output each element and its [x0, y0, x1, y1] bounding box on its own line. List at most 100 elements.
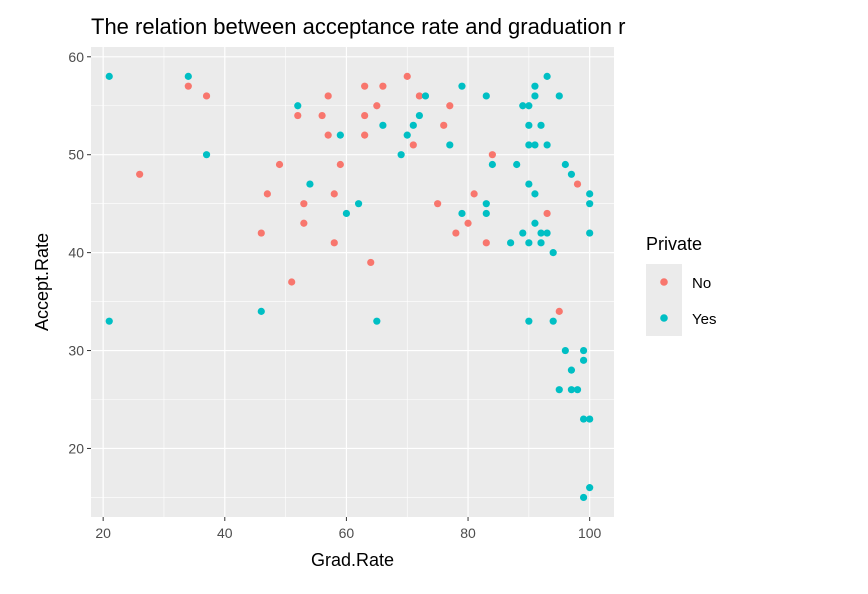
- y-tick-label: 20: [68, 440, 84, 456]
- point-yes: [336, 131, 344, 139]
- point-yes: [379, 121, 387, 129]
- point-no: [288, 278, 296, 286]
- point-no: [361, 111, 369, 120]
- point-yes: [531, 82, 539, 90]
- x-tick-label: 80: [460, 525, 476, 541]
- point-no: [488, 151, 496, 159]
- point-yes: [409, 121, 417, 129]
- point-yes: [573, 386, 582, 394]
- point-yes: [586, 190, 594, 198]
- point-yes: [549, 317, 557, 325]
- point-no: [263, 190, 271, 198]
- point-yes: [513, 160, 521, 169]
- data-points: [105, 72, 594, 502]
- point-yes: [342, 209, 351, 218]
- series-no: [136, 72, 582, 315]
- point-yes: [579, 356, 588, 364]
- point-yes: [482, 200, 490, 208]
- x-tick-label: 40: [217, 525, 233, 541]
- point-yes: [525, 102, 533, 110]
- point-yes: [525, 317, 533, 325]
- point-no: [464, 219, 472, 227]
- point-yes: [354, 200, 363, 208]
- point-yes: [567, 170, 576, 178]
- point-yes: [537, 121, 545, 129]
- legend-key-yes: [660, 314, 668, 322]
- legend: Private No Yes: [646, 234, 716, 336]
- point-no: [379, 82, 387, 90]
- legend-label-yes: Yes: [692, 311, 716, 328]
- point-yes: [579, 415, 588, 423]
- legend-label-no: No: [692, 275, 711, 292]
- x-tick-label: 20: [95, 525, 111, 541]
- point-yes: [531, 141, 539, 149]
- point-yes: [561, 160, 569, 169]
- point-yes: [488, 160, 496, 169]
- point-yes: [482, 209, 490, 218]
- point-yes: [586, 229, 594, 237]
- point-no: [300, 200, 308, 208]
- point-yes: [482, 92, 490, 100]
- point-no: [361, 82, 369, 90]
- major-gridlines: [91, 47, 614, 517]
- point-yes: [403, 131, 411, 139]
- point-no: [415, 92, 423, 100]
- point-no: [136, 170, 144, 178]
- point-no: [573, 180, 582, 188]
- point-yes: [257, 307, 265, 315]
- point-yes: [525, 180, 533, 188]
- x-axis-title: Grad.Rate: [311, 550, 394, 570]
- y-tick-label: 40: [68, 245, 84, 261]
- point-no: [367, 258, 375, 267]
- point-yes: [543, 72, 551, 80]
- point-yes: [579, 346, 588, 355]
- point-yes: [519, 102, 527, 110]
- point-yes: [537, 239, 545, 247]
- point-no: [294, 111, 302, 120]
- point-yes: [586, 415, 594, 423]
- point-yes: [579, 493, 588, 502]
- point-yes: [543, 229, 551, 237]
- point-yes: [202, 151, 211, 159]
- x-tick-label: 100: [578, 525, 602, 541]
- point-yes: [555, 386, 563, 394]
- x-tick-label: 60: [339, 525, 355, 541]
- point-yes: [543, 141, 551, 149]
- point-yes: [586, 200, 594, 208]
- y-axis-title: Accept.Rate: [32, 233, 52, 331]
- y-tick-label: 30: [68, 343, 84, 359]
- point-yes: [525, 239, 533, 247]
- point-no: [446, 102, 454, 110]
- point-no: [555, 307, 563, 315]
- point-yes: [306, 180, 314, 188]
- y-tick-label: 50: [68, 147, 84, 163]
- point-yes: [549, 249, 557, 257]
- point-no: [324, 92, 332, 100]
- point-no: [336, 160, 344, 169]
- point-no: [543, 209, 551, 218]
- point-no: [330, 239, 338, 247]
- point-yes: [531, 92, 539, 100]
- point-yes: [561, 346, 569, 355]
- point-no: [361, 131, 369, 139]
- point-yes: [531, 190, 539, 198]
- point-yes: [519, 229, 527, 237]
- point-no: [300, 219, 308, 227]
- point-yes: [105, 317, 113, 325]
- chart-title: The relation between acceptance rate and…: [91, 14, 625, 39]
- point-yes: [397, 151, 405, 159]
- point-yes: [567, 366, 576, 374]
- point-no: [452, 229, 460, 237]
- point-no: [318, 111, 326, 120]
- point-no: [470, 190, 478, 198]
- point-yes: [294, 102, 302, 110]
- point-yes: [525, 121, 533, 129]
- x-axis-ticks: 20 40 60 80 100: [95, 517, 602, 541]
- point-yes: [458, 209, 466, 218]
- point-yes: [184, 72, 192, 80]
- point-no: [324, 131, 332, 139]
- point-yes: [446, 141, 454, 149]
- point-no: [434, 200, 442, 208]
- point-no: [184, 82, 192, 90]
